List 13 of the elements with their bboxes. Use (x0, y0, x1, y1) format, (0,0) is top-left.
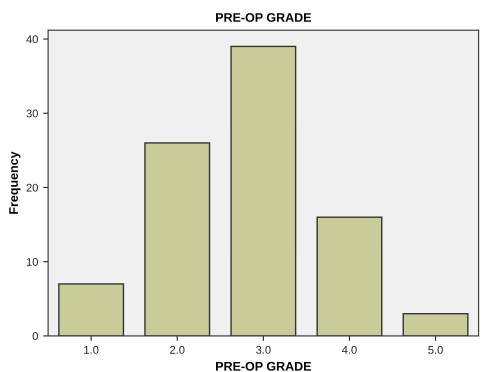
y-tick-label: 10 (26, 258, 38, 266)
y-tick-label: 20 (26, 184, 38, 192)
y-tick-label: 0 (32, 332, 38, 340)
x-axis-title: PRE-OP GRADE (216, 362, 312, 371)
x-tick-label: 3.0 (256, 346, 271, 354)
chart-title: PRE-OP GRADE (216, 13, 312, 22)
y-tick-label: 40 (26, 35, 38, 44)
x-tick-label: 5.0 (428, 346, 443, 354)
y-axis-title: Frequency (9, 151, 20, 214)
x-tick-label: 4.0 (342, 346, 357, 354)
x-tick-label: 2.0 (170, 346, 185, 354)
y-tick-label: 30 (26, 110, 38, 118)
x-tick-label: 1.0 (84, 346, 98, 354)
